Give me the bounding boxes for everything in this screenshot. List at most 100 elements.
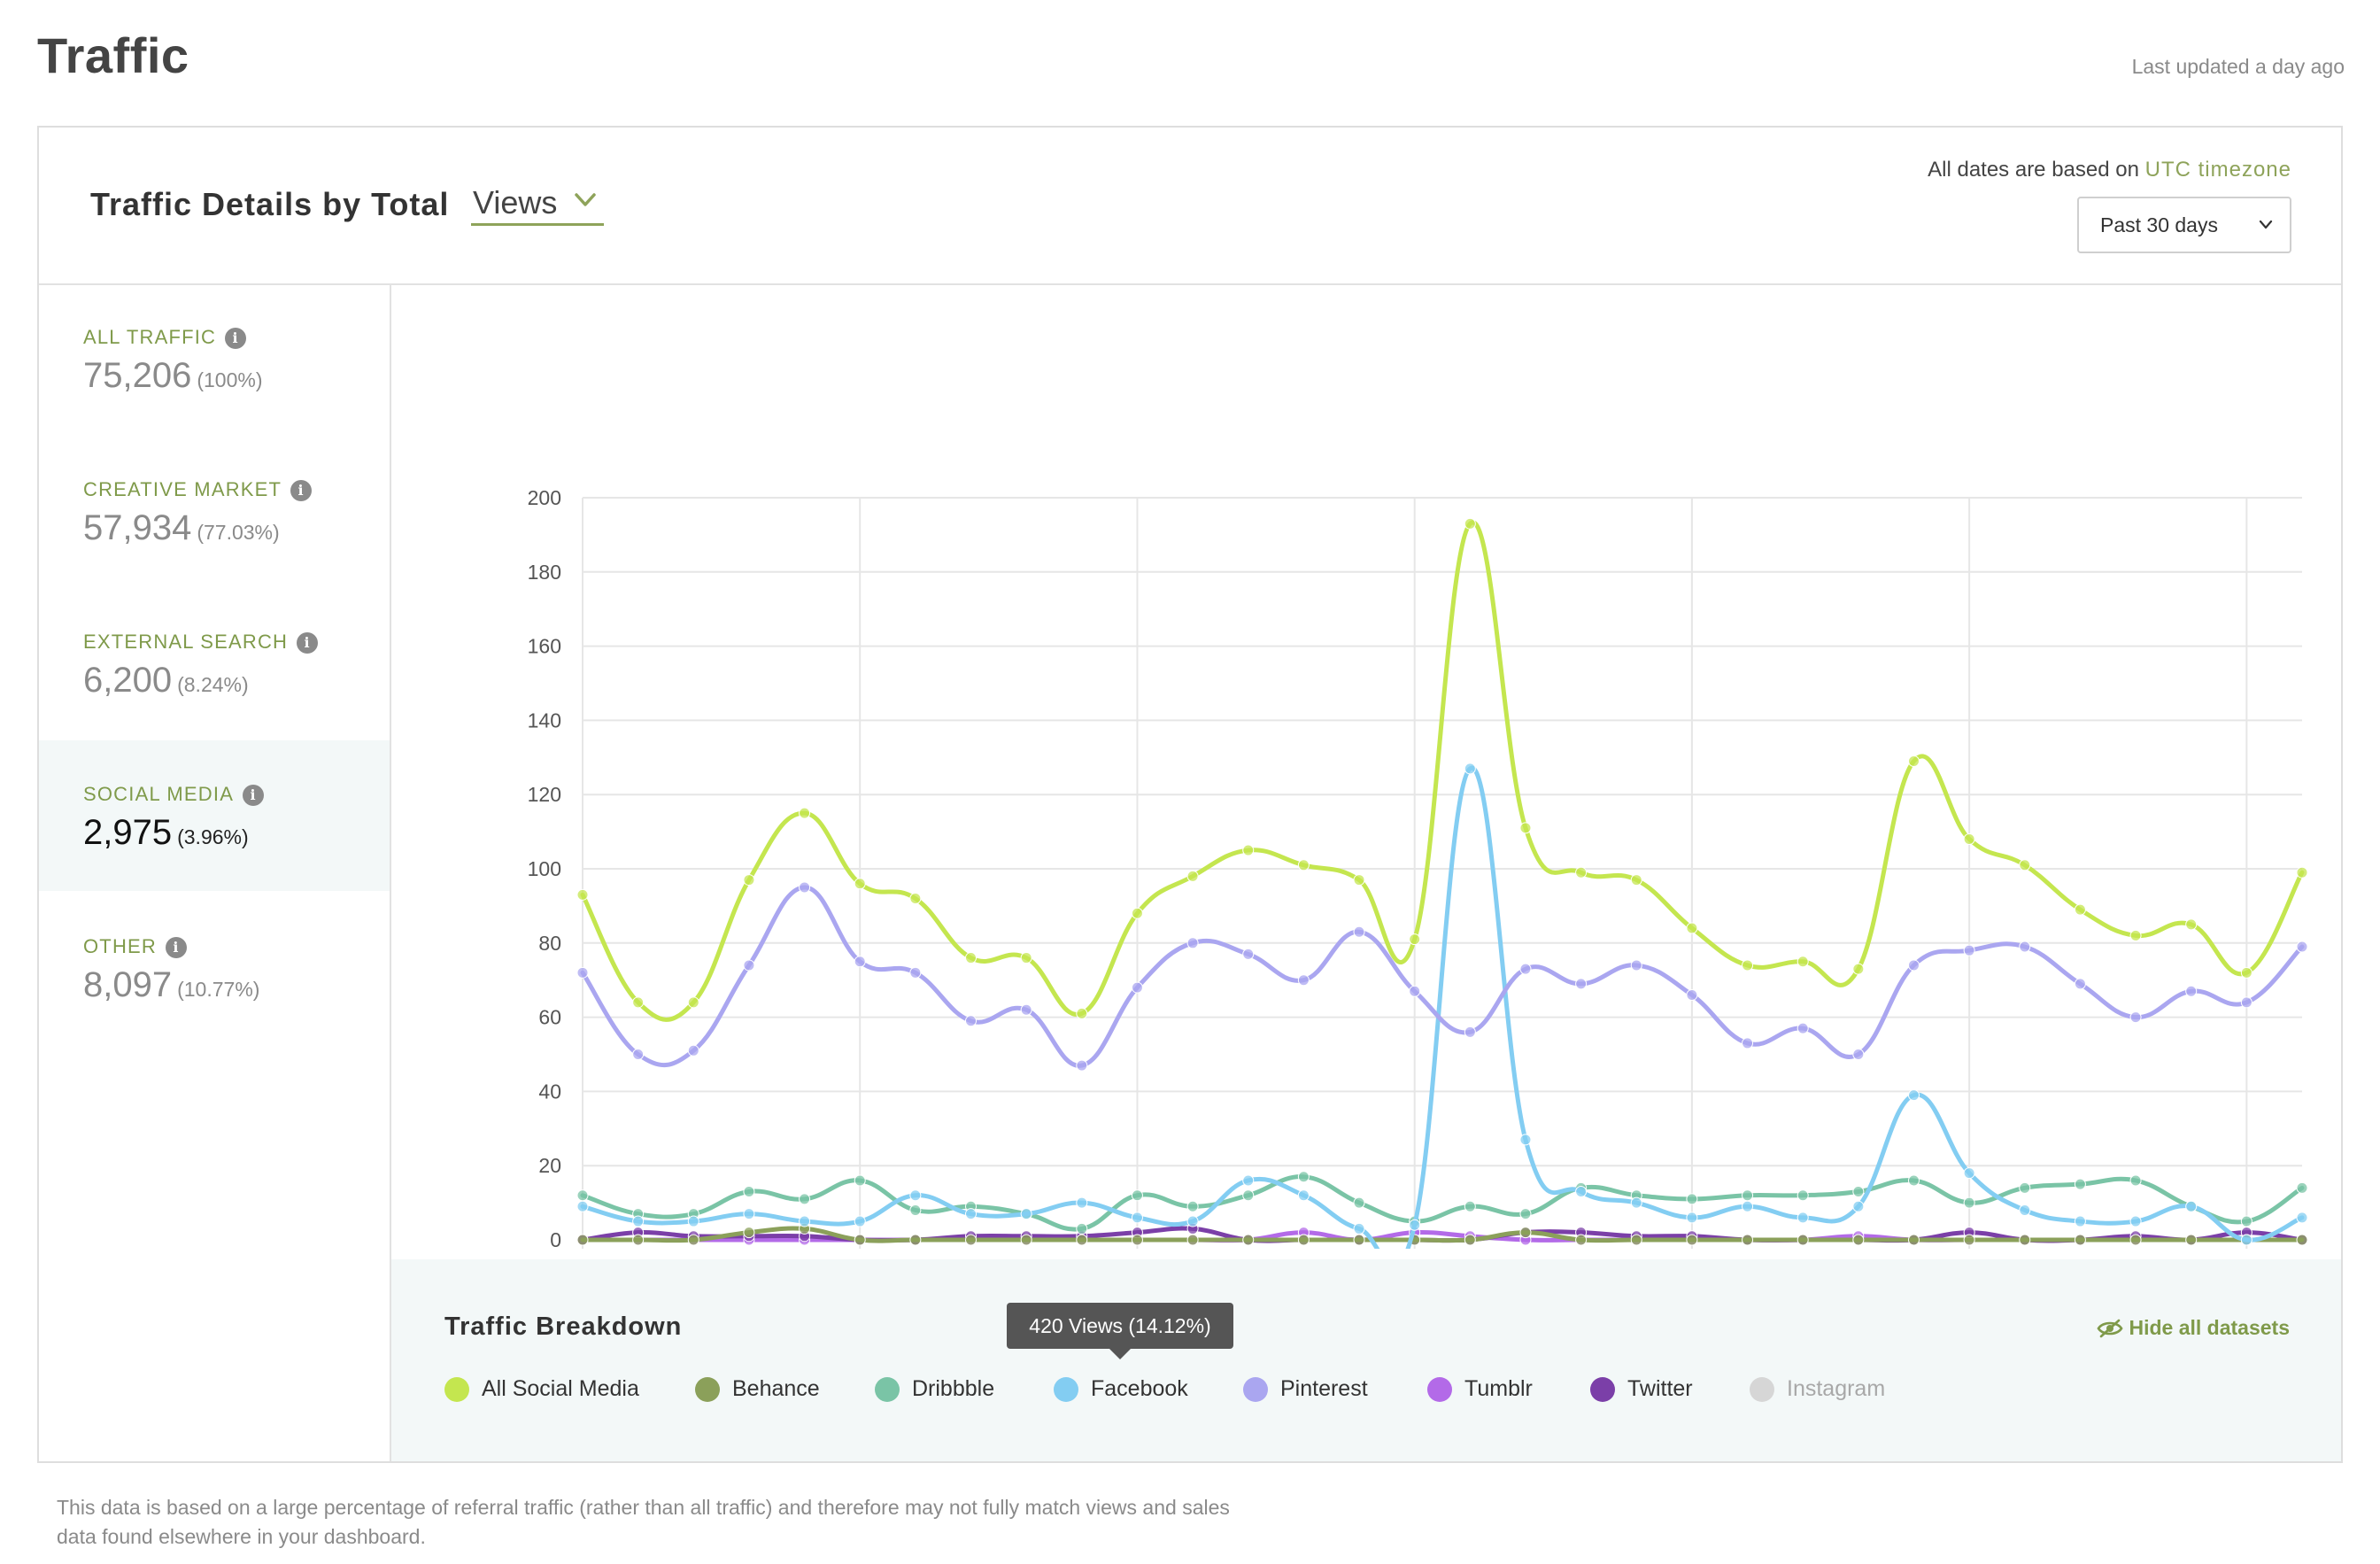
chevron-down-icon (574, 191, 597, 213)
data-point (2129, 1234, 2142, 1246)
data-point (965, 952, 978, 964)
data-point (799, 1215, 811, 1227)
data-point (1297, 1189, 1310, 1202)
data-point (743, 1186, 755, 1198)
sidebar-item-other[interactable]: OTHER i 8,097 (10.77%) (39, 893, 390, 1043)
data-point (2296, 1234, 2308, 1246)
sidebar-item-social-media[interactable]: SOCIAL MEDIA i 2,975 (3.96%) (39, 740, 390, 891)
y-tick-label: 60 (538, 1006, 561, 1029)
data-point (1852, 1234, 1865, 1246)
data-point (799, 807, 811, 819)
data-point (2074, 978, 2086, 990)
legend-swatch (875, 1377, 900, 1402)
data-point (687, 1234, 699, 1246)
data-point (2019, 941, 2031, 953)
data-point (909, 1204, 922, 1216)
metric-dropdown[interactable]: Views (471, 184, 604, 226)
hide-all-datasets-button[interactable]: Hide all datasets (2097, 1316, 2290, 1340)
data-point (1242, 844, 1255, 856)
data-point (632, 996, 645, 1009)
data-point (2240, 996, 2252, 1009)
data-point (1686, 988, 1698, 1001)
y-tick-label: 80 (538, 932, 561, 955)
data-point (2129, 1215, 2142, 1227)
traffic-line-chart[interactable]: 020406080100120140160180200May 17May 22M… (391, 283, 2343, 1281)
data-point (1131, 981, 1143, 994)
data-point (1630, 874, 1642, 887)
hide-all-label: Hide all datasets (2129, 1316, 2290, 1339)
info-icon[interactable]: i (243, 785, 265, 806)
data-point (2019, 1234, 2031, 1246)
data-point (576, 888, 589, 901)
data-point (799, 881, 811, 894)
data-point (965, 1234, 978, 1246)
data-point (1963, 944, 1975, 956)
legend-label: Tumblr (1464, 1376, 1533, 1401)
data-point (1797, 1189, 1809, 1202)
sidebar-item-label: EXTERNAL SEARCH i (83, 631, 319, 654)
data-point (1519, 1227, 1532, 1239)
data-point (1464, 763, 1476, 775)
data-point (1742, 1037, 1754, 1049)
data-point (743, 874, 755, 887)
legend-swatch (1243, 1377, 1268, 1402)
info-icon[interactable]: i (297, 632, 319, 654)
data-point (1353, 874, 1365, 887)
data-point (1353, 1196, 1365, 1209)
data-point (965, 1208, 978, 1220)
sidebar-item-all-traffic[interactable]: ALL TRAFFIC i 75,206 (100%) (39, 283, 390, 434)
legend-label: Instagram (1787, 1376, 1886, 1401)
data-point (1186, 1215, 1199, 1227)
data-point (687, 1044, 699, 1057)
sidebar-item-label: SOCIAL MEDIA i (83, 783, 265, 806)
data-point (1297, 1234, 1310, 1246)
sidebar-item-creative-market[interactable]: CREATIVE MARKET i 57,934 (77.03%) (39, 436, 390, 586)
legend-swatch (695, 1377, 720, 1402)
footnote: This data is based on a large percentage… (57, 1496, 1230, 1548)
sidebar-item-percent: (10.77%) (177, 978, 260, 1001)
data-point (1353, 925, 1365, 938)
data-point (632, 1215, 645, 1227)
date-range-select[interactable]: Past 30 days (2077, 197, 2291, 253)
data-point (2129, 1011, 2142, 1024)
y-tick-label: 180 (528, 561, 561, 584)
info-icon[interactable]: i (166, 937, 187, 958)
info-icon[interactable]: i (290, 480, 313, 501)
timezone-prefix: All dates are based on (1928, 158, 2145, 182)
data-point (1963, 1196, 1975, 1209)
data-point (1630, 959, 1642, 972)
legend-label: All Social Media (482, 1376, 639, 1401)
data-point (2296, 1181, 2308, 1194)
y-tick-label: 120 (528, 783, 561, 806)
y-tick-label: 0 (550, 1228, 561, 1249)
data-point (1575, 1234, 1588, 1246)
info-icon[interactable]: i (225, 328, 247, 349)
data-point (1131, 1212, 1143, 1224)
timezone-link[interactable]: UTC timezone (2144, 158, 2291, 182)
legend-label: Dribbble (912, 1376, 995, 1401)
sidebar-item-label: CREATIVE MARKET i (83, 478, 313, 501)
sidebar-item-label: ALL TRAFFIC i (83, 326, 247, 349)
sidebar-item-value: 57,934 (77.03%) (83, 508, 280, 547)
data-point (1076, 1234, 1088, 1246)
series-facebook (576, 763, 2308, 1271)
data-point (1519, 822, 1532, 834)
legend-label: Facebook (1091, 1376, 1188, 1401)
data-point (854, 1174, 866, 1187)
series-line-facebook (580, 765, 2305, 1271)
data-point (1242, 1189, 1255, 1202)
sidebar-item-external-search[interactable]: EXTERNAL SEARCH i 6,200 (8.24%) (39, 588, 390, 739)
data-point (2296, 1212, 2308, 1224)
data-point (2129, 929, 2142, 941)
data-point (1797, 1212, 1809, 1224)
data-point (1630, 1196, 1642, 1209)
legend-label: Twitter (1627, 1376, 1693, 1401)
data-point (1519, 1208, 1532, 1220)
page-title: Traffic (37, 27, 189, 83)
data-point (1020, 1003, 1032, 1016)
data-point (1131, 1234, 1143, 1246)
eye-slash-icon (2097, 1319, 2124, 1338)
data-point (1963, 1167, 1975, 1180)
traffic-source-sidebar: ALL TRAFFIC i 75,206 (100%) CREATIVE MARKE… (39, 283, 391, 1461)
data-point (1630, 1234, 1642, 1246)
